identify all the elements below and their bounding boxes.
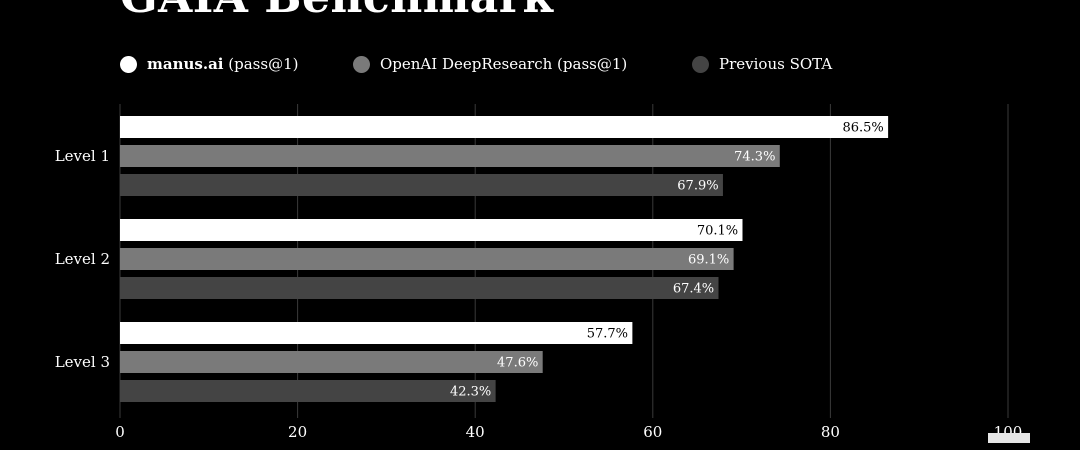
legend-item-previous-sota: Previous SOTA <box>692 55 832 73</box>
bar-3-2 <box>120 351 543 373</box>
data-label-bg-2-3 <box>670 279 717 297</box>
data-label-bg-2-2 <box>685 250 732 268</box>
x-tick-label-80: 80 <box>821 423 840 441</box>
legend-label-manus: manus.ai <box>147 55 224 73</box>
data-label-bg-3-2 <box>494 353 541 371</box>
bar-2-2 <box>120 248 734 270</box>
bar-2-3 <box>120 277 719 299</box>
data-label-3-3: 42.3% <box>450 385 491 400</box>
legend-suffix-openai: (pass@1) <box>557 55 628 73</box>
data-label-bg-1-1 <box>839 117 887 137</box>
data-label-bg-2-1 <box>693 220 741 240</box>
data-label-1-2: 74.3% <box>734 150 775 165</box>
data-label-3-2: 47.6% <box>497 356 538 371</box>
data-label-2-2: 69.1% <box>688 253 729 268</box>
x-tick-label-0: 0 <box>115 423 125 441</box>
legend-item-openai: OpenAI DeepResearch (pass@1) <box>353 55 627 73</box>
chart-title: GAIA Benchmark <box>120 0 553 23</box>
bar-1-2 <box>120 145 780 167</box>
watermark <box>988 433 1030 443</box>
bar-2-1 <box>120 219 743 241</box>
data-label-2-3: 67.4% <box>673 282 714 297</box>
bar-3-3 <box>120 380 496 402</box>
legend-item-manus: manus.ai (pass@1) <box>120 55 298 73</box>
legend-swatch-previous-sota <box>692 55 709 73</box>
legend-swatch-manus <box>120 55 137 73</box>
category-label-3: Level 3 <box>55 353 110 371</box>
bar-1-3 <box>120 174 723 196</box>
data-label-bg-3-1 <box>583 323 631 343</box>
legend: manus.ai (pass@1) OpenAI DeepResearch (p… <box>120 55 1020 77</box>
bar-3-1 <box>120 322 633 344</box>
data-label-bg-1-3 <box>674 176 721 194</box>
data-label-1-1: 86.5% <box>842 121 883 136</box>
bar-1-1 <box>120 116 889 138</box>
data-label-2-1: 70.1% <box>697 224 738 239</box>
category-label-1: Level 1 <box>55 147 110 165</box>
x-tick-label-20: 20 <box>288 423 307 441</box>
legend-label-previous-sota: Previous SOTA <box>719 55 833 73</box>
category-label-2: Level 2 <box>55 250 110 268</box>
legend-label-openai: OpenAI DeepResearch <box>380 55 553 73</box>
legend-suffix-manus: (pass@1) <box>228 55 299 73</box>
x-tick-label-40: 40 <box>466 423 485 441</box>
data-label-bg-3-3 <box>447 382 494 400</box>
legend-swatch-openai <box>353 55 370 73</box>
data-label-1-3: 67.9% <box>677 179 718 194</box>
x-tick-label-60: 60 <box>643 423 662 441</box>
data-label-bg-1-2 <box>731 147 778 165</box>
data-label-3-1: 57.7% <box>587 327 628 342</box>
